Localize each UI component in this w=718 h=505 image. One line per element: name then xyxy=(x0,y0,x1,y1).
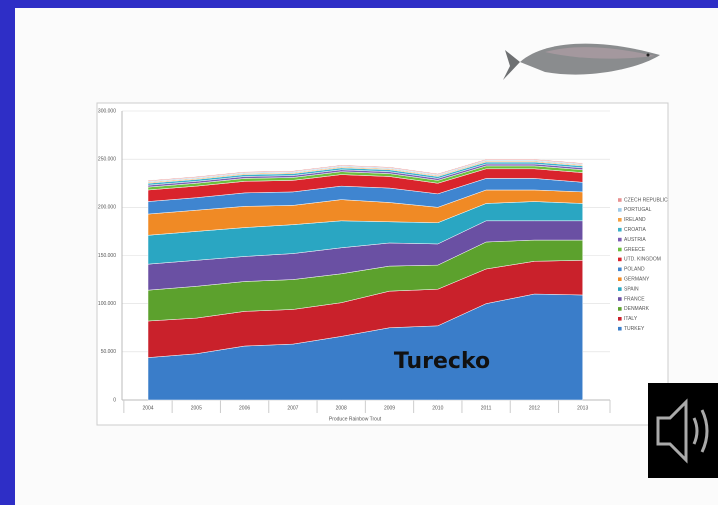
legend-swatch xyxy=(618,208,622,212)
x-tick-label: 2006 xyxy=(239,405,250,411)
legend-swatch xyxy=(618,228,622,232)
legend-swatch xyxy=(618,258,622,262)
legend-swatch xyxy=(618,297,622,301)
y-tick-label: 250.000 xyxy=(98,156,116,162)
x-axis-title: Produce Rainbow Trout xyxy=(329,416,382,422)
legend-label: ITALY xyxy=(624,316,638,322)
legend-label: SPAIN xyxy=(624,286,639,292)
legend-label: GERMANY xyxy=(624,277,650,283)
legend-label: TURKEY xyxy=(624,326,645,332)
legend-label: CZECH REPUBLIC xyxy=(624,197,668,203)
x-tick-label: 2011 xyxy=(481,405,492,411)
annotation: Turecko xyxy=(394,349,490,374)
y-tick-label: 300.000 xyxy=(98,108,116,114)
legend-swatch xyxy=(618,287,622,291)
x-tick-label: 2005 xyxy=(191,405,202,411)
legend-swatch xyxy=(618,248,622,252)
y-tick-label: 0 xyxy=(113,397,116,403)
legend-swatch xyxy=(618,307,622,311)
y-tick-label: 200.000 xyxy=(98,205,116,211)
legend-label: PORTUGAL xyxy=(624,207,652,213)
legend-label: CROATIA xyxy=(624,227,647,233)
x-tick-label: 2013 xyxy=(577,405,588,411)
y-tick-label: 100.000 xyxy=(98,301,116,307)
fish xyxy=(503,44,660,80)
legend-swatch xyxy=(618,268,622,272)
page: {"chart_data": {"type": "stacked-area", … xyxy=(0,0,718,505)
speaker-button[interactable] xyxy=(648,383,718,478)
legend-label: AUSTRIA xyxy=(624,237,646,243)
legend-swatch xyxy=(618,317,622,321)
legend-label: FRANCE xyxy=(624,296,645,302)
x-tick-label: 2009 xyxy=(384,405,395,411)
x-tick-label: 2008 xyxy=(336,405,347,411)
legend-swatch xyxy=(618,198,622,202)
x-tick-label: 2012 xyxy=(529,405,540,411)
x-tick-label: 2007 xyxy=(287,405,298,411)
legend-label: GREECE xyxy=(624,247,646,253)
legend-label: IRELAND xyxy=(624,217,646,223)
y-tick-label: 150.000 xyxy=(98,253,116,259)
legend-label: DENMARK xyxy=(624,306,650,312)
chart: 0 50.000 100.000 150.000 200.000 250.000 300.0… xyxy=(0,0,718,505)
y-tick-label: 50.000 xyxy=(101,349,117,355)
legend-swatch xyxy=(618,218,622,222)
legend-swatch xyxy=(618,277,622,281)
legend-label: POLAND xyxy=(624,267,645,273)
x-tick-label: 2010 xyxy=(432,405,443,411)
legend-swatch xyxy=(618,327,622,331)
x-tick-label: 2004 xyxy=(142,405,153,411)
legend-swatch xyxy=(618,238,622,242)
legend-label: UTD. KINGDOM xyxy=(624,257,661,263)
